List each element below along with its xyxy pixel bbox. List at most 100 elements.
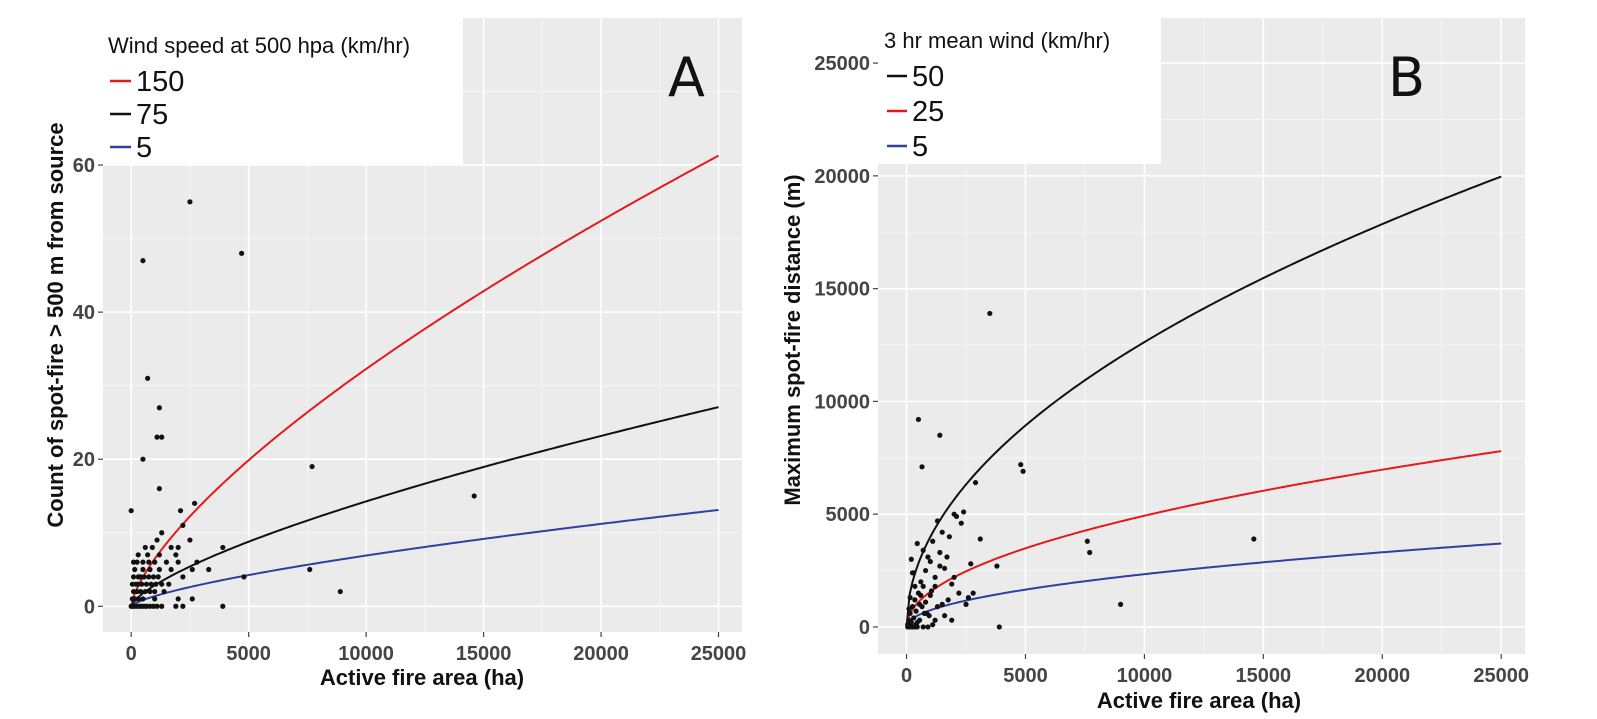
panel-b-legend-label-25: 25 bbox=[912, 96, 944, 128]
data-point bbox=[914, 619, 920, 626]
panel-a-legend-label-75: 75 bbox=[136, 99, 168, 131]
panel-a-fit-curves bbox=[130, 154, 719, 608]
data-point bbox=[925, 554, 931, 560]
panel-b-legend-title: 3 hr mean wind (km/hr) bbox=[884, 28, 1110, 53]
panel-a-y-axis-title: Count of spot-fire > 500 m from source bbox=[43, 122, 68, 527]
panel-a-letter: A bbox=[668, 46, 705, 109]
data-point bbox=[927, 558, 933, 565]
data-point bbox=[1251, 536, 1257, 542]
x-tick-label: 20000 bbox=[573, 643, 629, 665]
x-tick-label: 0 bbox=[901, 665, 912, 687]
data-point bbox=[1020, 468, 1026, 474]
data-point bbox=[142, 544, 148, 551]
panel-b-x-axis-title: Active fire area (ha) bbox=[1097, 688, 1301, 713]
panel-b-x-ticks: 0 5000 10000 15000 20000 25000 bbox=[901, 654, 1529, 687]
x-tick-label: 25000 bbox=[691, 643, 747, 665]
data-point bbox=[906, 606, 912, 612]
data-point bbox=[972, 479, 979, 486]
data-point bbox=[163, 559, 170, 565]
data-point bbox=[934, 604, 941, 610]
fit-curve-75 bbox=[130, 406, 719, 607]
data-point bbox=[241, 574, 247, 580]
data-point bbox=[159, 434, 165, 440]
x-tick-label: 15000 bbox=[1236, 665, 1292, 687]
data-point bbox=[145, 552, 151, 558]
data-point bbox=[142, 588, 148, 595]
panel-a-major-grid bbox=[103, 18, 742, 632]
data-point bbox=[908, 556, 914, 562]
data-point bbox=[945, 597, 951, 603]
data-point bbox=[159, 603, 165, 609]
data-point bbox=[154, 537, 160, 543]
data-point bbox=[156, 566, 162, 573]
y-tick-label: 40 bbox=[73, 302, 95, 324]
data-point bbox=[147, 588, 153, 595]
x-tick-label: 0 bbox=[126, 643, 137, 665]
data-point bbox=[143, 581, 150, 587]
data-point bbox=[907, 595, 913, 601]
y-tick-label: 5000 bbox=[826, 504, 871, 526]
data-point bbox=[309, 463, 315, 470]
data-point bbox=[920, 624, 926, 630]
data-point bbox=[147, 566, 153, 573]
data-point bbox=[925, 624, 931, 630]
data-point bbox=[987, 310, 993, 317]
data-point bbox=[932, 583, 938, 589]
data-point bbox=[220, 603, 226, 609]
data-point bbox=[1087, 549, 1093, 556]
data-point bbox=[168, 566, 174, 573]
data-point bbox=[135, 552, 141, 558]
data-point bbox=[939, 601, 945, 607]
data-point bbox=[145, 375, 151, 381]
panel-b-legend-box bbox=[878, 14, 1161, 164]
data-point bbox=[187, 199, 193, 205]
data-point bbox=[175, 559, 181, 565]
data-point bbox=[1084, 538, 1090, 544]
x-tick-label: 20000 bbox=[1354, 665, 1410, 687]
panel-b-y-ticks: 0 5000 10000 15000 20000 25000 bbox=[814, 53, 878, 639]
data-point bbox=[177, 508, 184, 514]
data-point bbox=[152, 596, 158, 602]
panel-b-y-axis-title: Maximum spot-fire distance (m) bbox=[780, 174, 805, 505]
data-point bbox=[189, 566, 195, 573]
data-point bbox=[135, 596, 141, 602]
panel-b-data-points bbox=[905, 310, 1257, 630]
data-point bbox=[968, 561, 974, 567]
x-tick-label: 25000 bbox=[1473, 665, 1529, 687]
data-point bbox=[932, 617, 938, 623]
data-point bbox=[951, 574, 957, 580]
data-point bbox=[139, 581, 145, 587]
y-tick-label: 20 bbox=[73, 449, 95, 471]
data-point bbox=[471, 493, 477, 499]
y-tick-label: 15000 bbox=[814, 279, 870, 301]
panel-b-letter: B bbox=[1388, 46, 1425, 109]
data-point bbox=[913, 608, 919, 614]
data-point bbox=[140, 596, 146, 602]
data-point bbox=[152, 588, 158, 595]
data-point bbox=[918, 592, 924, 598]
data-point bbox=[137, 588, 144, 595]
data-point bbox=[927, 592, 933, 598]
data-point bbox=[155, 574, 161, 580]
panel-b-legend: 3 hr mean wind (km/hr) 50 25 5 bbox=[878, 14, 1161, 164]
data-point bbox=[919, 464, 925, 470]
y-tick-label: 0 bbox=[859, 617, 870, 639]
panel-b-legend-label-5: 5 bbox=[912, 131, 928, 163]
data-point bbox=[156, 552, 162, 558]
data-point bbox=[942, 613, 948, 619]
data-point bbox=[914, 540, 920, 547]
data-point bbox=[134, 559, 140, 565]
data-point bbox=[180, 574, 186, 580]
data-point bbox=[175, 544, 181, 551]
panel-b-fit-curves bbox=[905, 175, 1502, 628]
data-point bbox=[173, 603, 179, 609]
fit-curve-25 bbox=[905, 450, 1502, 628]
data-point bbox=[140, 456, 146, 462]
data-point bbox=[239, 250, 245, 256]
data-point bbox=[922, 599, 929, 605]
panel-a-data-points bbox=[128, 199, 477, 609]
data-point bbox=[912, 597, 918, 603]
data-point bbox=[194, 559, 200, 565]
y-tick-label: 0 bbox=[84, 596, 95, 618]
data-point bbox=[921, 610, 927, 617]
